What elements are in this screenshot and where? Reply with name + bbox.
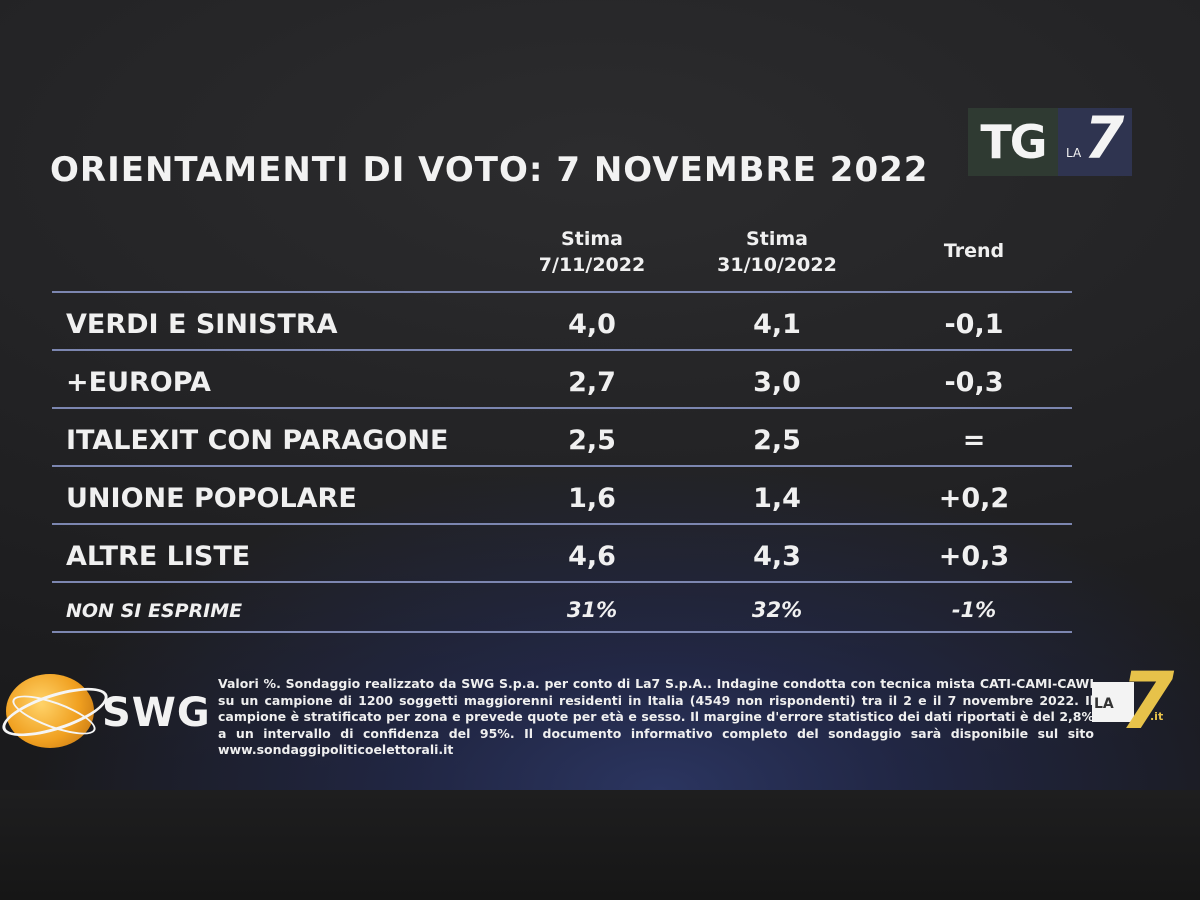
value-stima-7-11: 2,5 bbox=[568, 425, 616, 456]
page-title: ORIENTAMENTI DI VOTO: 7 NOVEMBRE 2022 bbox=[50, 150, 929, 190]
la7-logo-it: .it bbox=[1150, 710, 1164, 723]
footer-value-trend: -1% bbox=[952, 598, 996, 622]
la7-logo-seven: 7 bbox=[1120, 657, 1175, 747]
la7-logo-mark: LA 7 bbox=[1058, 104, 1132, 176]
party-label: ALTRE LISTE bbox=[66, 541, 250, 572]
seven-logo-text: 7 bbox=[1084, 104, 1125, 172]
la7-logo-la: LA bbox=[1094, 696, 1114, 712]
tg-logo-text: TG bbox=[968, 108, 1058, 176]
value-stima-7-11: 2,7 bbox=[568, 367, 616, 398]
value-trend: -0,1 bbox=[944, 309, 1003, 340]
column-header: Trend bbox=[944, 240, 1004, 262]
value-trend: -0,3 bbox=[944, 367, 1003, 398]
footer-label: NON SI ESPRIME bbox=[66, 600, 242, 622]
swg-globe-icon bbox=[6, 674, 94, 748]
value-trend: +0,3 bbox=[939, 541, 1009, 572]
party-label: UNIONE POPOLARE bbox=[66, 483, 357, 514]
monitor-bezel bbox=[0, 790, 1200, 900]
party-label: VERDI E SINISTRA bbox=[66, 309, 338, 340]
tg-la7-logo: TG LA 7 bbox=[968, 104, 1132, 176]
value-stima-7-11: 1,6 bbox=[568, 483, 616, 514]
value-stima-31-10: 1,4 bbox=[753, 483, 801, 514]
value-trend: +0,2 bbox=[939, 483, 1009, 514]
methodology-note: Valori %. Sondaggio realizzato da SWG S.… bbox=[218, 676, 1094, 757]
vote-table-chart: Stima 7/11/2022 Stima 31/10/2022 Trend VERDI … bbox=[52, 228, 1072, 633]
tv-screen: ORIENTAMENTI DI VOTO: 7 NOVEMBRE 2022 TG… bbox=[0, 0, 1200, 790]
value-stima-7-11: 4,6 bbox=[568, 541, 616, 572]
footer-value-stima-31-10: 32% bbox=[752, 598, 802, 622]
column-header: Stima bbox=[561, 228, 623, 250]
la-small-text: LA bbox=[1066, 146, 1082, 160]
value-stima-31-10: 4,3 bbox=[753, 541, 801, 572]
column-header: 7/11/2022 bbox=[539, 254, 645, 276]
value-stima-31-10: 2,5 bbox=[753, 425, 801, 456]
value-stima-31-10: 4,1 bbox=[753, 309, 801, 340]
value-trend: = bbox=[963, 425, 986, 456]
swg-logo-text: SWG bbox=[102, 690, 211, 736]
value-stima-7-11: 4,0 bbox=[568, 309, 616, 340]
value-stima-31-10: 3,0 bbox=[753, 367, 801, 398]
footer-value-stima-7-11: 31% bbox=[567, 598, 617, 622]
party-label: +EUROPA bbox=[66, 367, 211, 398]
column-header: 31/10/2022 bbox=[717, 254, 837, 276]
column-header: Stima bbox=[746, 228, 808, 250]
party-label: ITALEXIT CON PARAGONE bbox=[66, 425, 448, 456]
la7-logo-box bbox=[1092, 682, 1134, 722]
swg-logo: SWG bbox=[0, 672, 210, 750]
la7-it-logo: LA 7 .it bbox=[1092, 662, 1174, 742]
